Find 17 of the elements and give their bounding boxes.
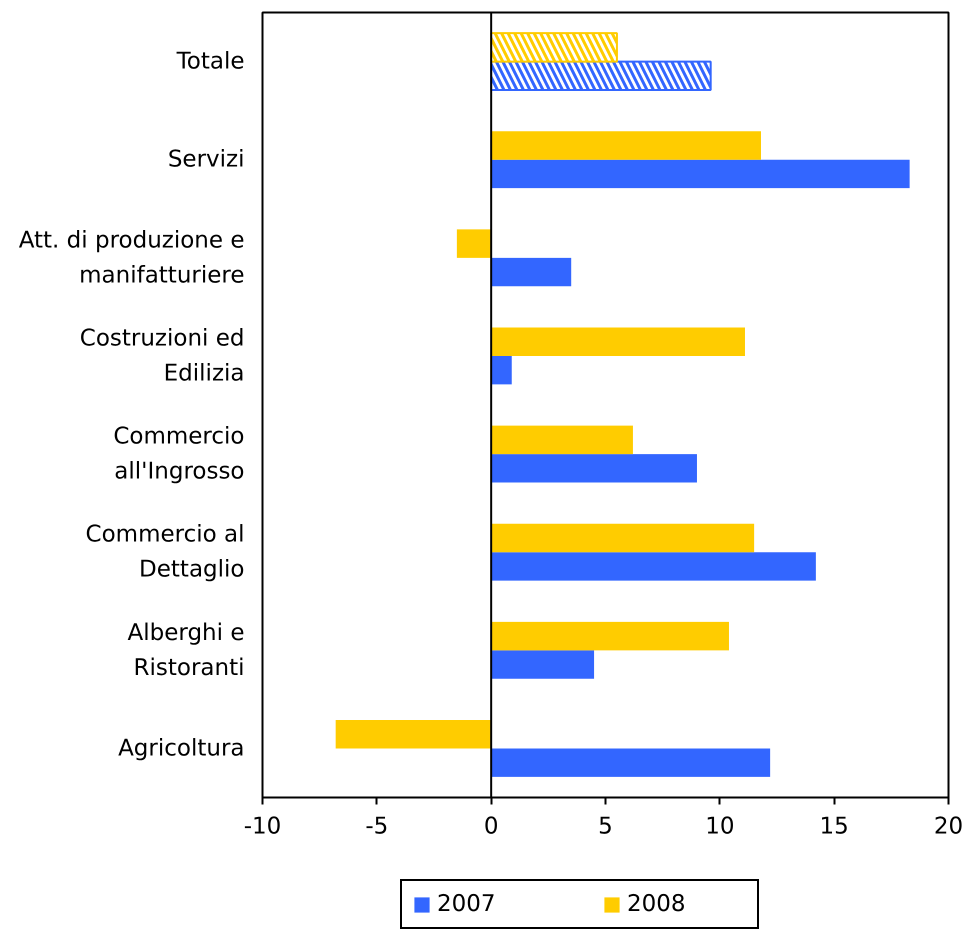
y-tick-label: Commercio all'Ingrosso <box>113 424 245 485</box>
x-tick-label: 5 <box>598 814 613 840</box>
y-tick-label: Servizi <box>168 146 244 173</box>
y-tick-label: Agricoltura <box>118 735 245 762</box>
x-tick-label: 15 <box>820 814 849 840</box>
x-tick-label: -10 <box>244 814 282 840</box>
x-tick-label: 0 <box>484 814 498 840</box>
x-tick-label: 20 <box>934 814 964 840</box>
x-tick-label: 10 <box>705 814 734 840</box>
legend-label: 2008 <box>627 891 687 917</box>
y-tick-label: Alberghi e Ristoranti <box>128 620 245 681</box>
y-tick-label: Totale <box>176 48 245 75</box>
y-tick-label: Costruzioni ed Edilizia <box>80 325 245 386</box>
y-tick-label: Att. di produzione e manifatturiere <box>18 227 245 288</box>
legend-label: 2007 <box>437 891 497 917</box>
x-tick-label: -5 <box>365 814 388 840</box>
y-tick-label: Commercio al Dettaglio <box>86 522 245 583</box>
